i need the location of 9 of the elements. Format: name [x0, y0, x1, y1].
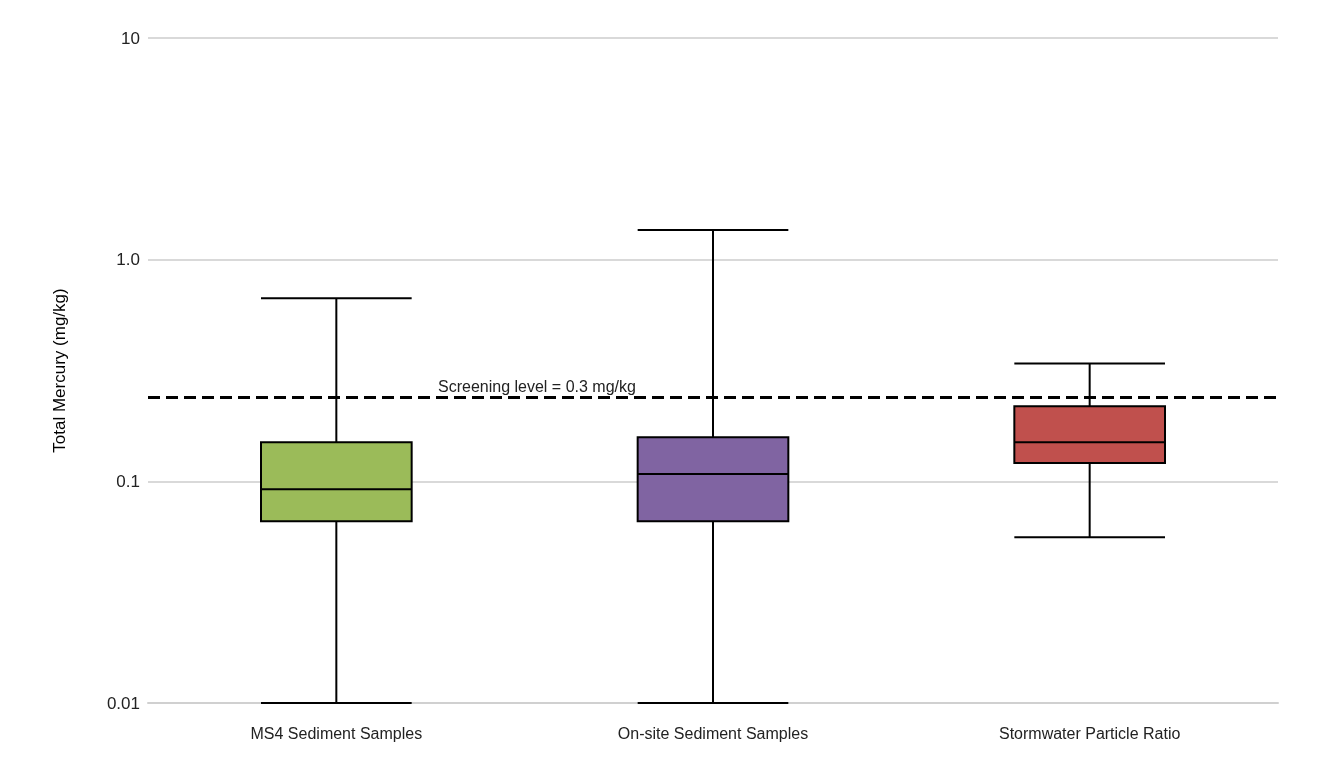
y-tick-label: 1.0 — [116, 250, 140, 270]
y-tick-label: 10 — [121, 28, 140, 48]
x-tick-label: On-site Sediment Samples — [617, 724, 809, 742]
y-tick-label: 0.01 — [106, 693, 140, 713]
y-axis-title: Total Mercury (mg/kg) — [50, 288, 69, 453]
x-tick-label: MS4 Sediment Samples — [250, 724, 423, 742]
x-tick-label: Stormwater Particle Ratio — [998, 724, 1181, 742]
annotation: Screening level = 0.3 mg/kg — [438, 377, 636, 395]
y-tick-label: 0.1 — [116, 471, 140, 491]
